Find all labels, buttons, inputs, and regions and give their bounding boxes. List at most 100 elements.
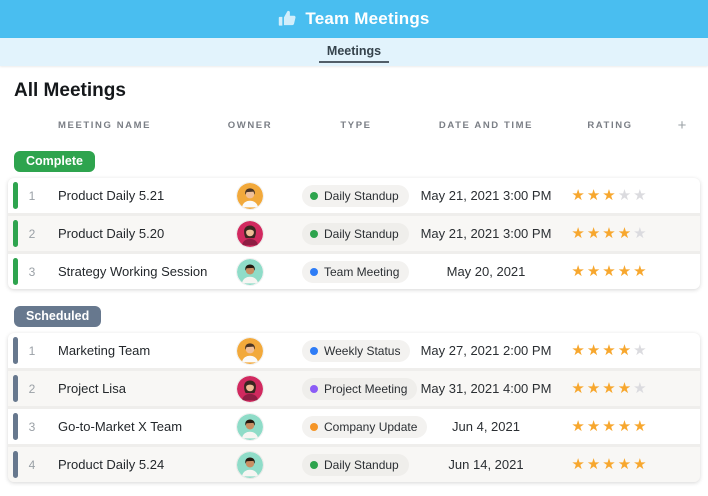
meeting-name[interactable]: Strategy Working Session xyxy=(58,264,208,279)
star-filled-icon[interactable]: ★ xyxy=(586,418,603,435)
rating-stars[interactable]: ★★★★★ xyxy=(556,262,664,281)
type-badge[interactable]: Project Meeting xyxy=(302,377,418,400)
star-filled-icon[interactable]: ★ xyxy=(633,456,649,473)
row-status-bar xyxy=(13,337,18,364)
star-filled-icon[interactable]: ★ xyxy=(617,342,634,359)
row-status-bar xyxy=(13,220,18,247)
star-filled-icon[interactable]: ★ xyxy=(586,225,603,242)
type-badge[interactable]: Team Meeting xyxy=(302,260,410,283)
star-filled-icon[interactable]: ★ xyxy=(633,263,649,280)
star-filled-icon[interactable]: ★ xyxy=(602,187,618,204)
col-header-meeting-name[interactable]: MEETING NAME xyxy=(58,120,152,131)
meeting-datetime[interactable]: Jun 4, 2021 xyxy=(452,419,520,434)
star-filled-icon[interactable]: ★ xyxy=(602,418,618,435)
star-empty-icon[interactable]: ★ xyxy=(633,225,649,242)
star-empty-icon[interactable]: ★ xyxy=(633,187,649,204)
meeting-name[interactable]: Product Daily 5.20 xyxy=(58,226,165,241)
avatar-man-teal[interactable] xyxy=(237,258,263,285)
rating-stars[interactable]: ★★★★★ xyxy=(556,224,664,243)
star-filled-icon[interactable]: ★ xyxy=(602,342,618,359)
row-status-bar xyxy=(13,451,18,478)
group-badge[interactable]: Scheduled xyxy=(14,306,102,327)
table-row[interactable]: 2 Project Lisa Project Meeting May 31, 2… xyxy=(8,371,700,406)
meeting-datetime[interactable]: May 27, 2021 2:00 PM xyxy=(420,343,552,358)
star-filled-icon[interactable]: ★ xyxy=(617,225,634,242)
row-number: 2 xyxy=(28,226,36,241)
thumbs-up-icon xyxy=(278,9,297,28)
star-filled-icon[interactable]: ★ xyxy=(586,456,603,473)
meeting-datetime[interactable]: May 31, 2021 4:00 PM xyxy=(420,381,552,396)
star-filled-icon[interactable]: ★ xyxy=(586,342,603,359)
meeting-name[interactable]: Project Lisa xyxy=(58,381,126,396)
type-label: Project Meeting xyxy=(324,381,408,396)
avatar-woman-pink[interactable] xyxy=(237,375,263,402)
star-filled-icon[interactable]: ★ xyxy=(586,380,603,397)
meeting-datetime[interactable]: May 21, 2021 3:00 PM xyxy=(420,188,552,203)
table-row[interactable]: 3 Strategy Working Session Team Meeting … xyxy=(8,254,700,289)
add-column-button[interactable]: + xyxy=(677,117,687,134)
type-badge[interactable]: Daily Standup xyxy=(302,453,409,476)
rating-stars[interactable]: ★★★★★ xyxy=(556,341,664,360)
row-number: 4 xyxy=(28,457,36,472)
type-badge[interactable]: Daily Standup xyxy=(302,184,409,207)
star-filled-icon[interactable]: ★ xyxy=(617,418,634,435)
type-badge[interactable]: Weekly Status xyxy=(302,339,411,362)
type-dot-icon xyxy=(310,460,318,469)
table-row[interactable]: 3 Go-to-Market X Team Company Update Jun… xyxy=(8,409,700,444)
star-filled-icon[interactable]: ★ xyxy=(602,225,618,242)
meeting-datetime[interactable]: Jun 14, 2021 xyxy=(448,457,524,472)
avatar-man-orange[interactable] xyxy=(237,182,263,209)
col-header-rating[interactable]: RATING xyxy=(587,120,633,131)
star-filled-icon[interactable]: ★ xyxy=(602,380,618,397)
meeting-name[interactable]: Marketing Team xyxy=(58,343,151,358)
rating-stars[interactable]: ★★★★★ xyxy=(556,455,664,474)
col-header-owner[interactable]: OWNER xyxy=(227,120,273,131)
meeting-datetime[interactable]: May 21, 2021 3:00 PM xyxy=(420,226,552,241)
star-filled-icon[interactable]: ★ xyxy=(571,342,587,359)
table-row[interactable]: 1 Product Daily 5.21 Daily Standup May 2… xyxy=(8,178,700,213)
star-empty-icon[interactable]: ★ xyxy=(633,380,649,397)
star-filled-icon[interactable]: ★ xyxy=(571,225,587,242)
avatar-man-teal[interactable] xyxy=(237,413,263,440)
type-label: Daily Standup xyxy=(324,188,399,203)
star-filled-icon[interactable]: ★ xyxy=(633,418,649,435)
avatar-man-orange[interactable] xyxy=(237,337,263,364)
star-filled-icon[interactable]: ★ xyxy=(571,456,587,473)
rating-stars[interactable]: ★★★★★ xyxy=(556,417,664,436)
table-column-headers: MEETING NAME OWNER TYPE DATE AND TIME RA… xyxy=(8,117,700,134)
meeting-name[interactable]: Product Daily 5.21 xyxy=(58,188,165,203)
star-filled-icon[interactable]: ★ xyxy=(617,456,634,473)
table-row[interactable]: 2 Product Daily 5.20 Daily Standup May 2… xyxy=(8,216,700,251)
star-filled-icon[interactable]: ★ xyxy=(602,456,618,473)
star-filled-icon[interactable]: ★ xyxy=(617,380,634,397)
row-status-bar xyxy=(13,182,18,209)
row-status-bar xyxy=(13,413,18,440)
group-badge[interactable]: Complete xyxy=(14,151,95,172)
col-header-type[interactable]: TYPE xyxy=(340,120,372,131)
star-filled-icon[interactable]: ★ xyxy=(571,418,587,435)
meeting-name[interactable]: Go-to-Market X Team xyxy=(58,419,183,434)
type-dot-icon xyxy=(310,229,318,238)
star-filled-icon[interactable]: ★ xyxy=(571,263,587,280)
tab-meetings[interactable]: Meetings xyxy=(318,42,390,63)
meeting-name[interactable]: Product Daily 5.24 xyxy=(58,457,165,472)
rating-stars[interactable]: ★★★★★ xyxy=(556,379,664,398)
star-filled-icon[interactable]: ★ xyxy=(586,263,603,280)
star-filled-icon[interactable]: ★ xyxy=(586,187,603,204)
col-header-date-and-time[interactable]: DATE AND TIME xyxy=(438,120,534,131)
star-filled-icon[interactable]: ★ xyxy=(571,187,587,204)
meeting-datetime[interactable]: May 20, 2021 xyxy=(446,264,526,279)
star-filled-icon[interactable]: ★ xyxy=(571,380,587,397)
row-number: 3 xyxy=(28,419,36,434)
type-badge[interactable]: Daily Standup xyxy=(302,222,409,245)
table-row[interactable]: 1 Marketing Team Weekly Status May 27, 2… xyxy=(8,333,700,368)
type-badge[interactable]: Company Update xyxy=(302,415,428,438)
avatar-man-teal[interactable] xyxy=(237,451,263,478)
avatar-woman-pink[interactable] xyxy=(237,220,263,247)
rating-stars[interactable]: ★★★★★ xyxy=(556,186,664,205)
star-filled-icon[interactable]: ★ xyxy=(617,263,634,280)
star-filled-icon[interactable]: ★ xyxy=(602,263,618,280)
table-row[interactable]: 4 Product Daily 5.24 Daily Standup Jun 1… xyxy=(8,447,700,482)
star-empty-icon[interactable]: ★ xyxy=(617,187,634,204)
star-empty-icon[interactable]: ★ xyxy=(633,342,649,359)
